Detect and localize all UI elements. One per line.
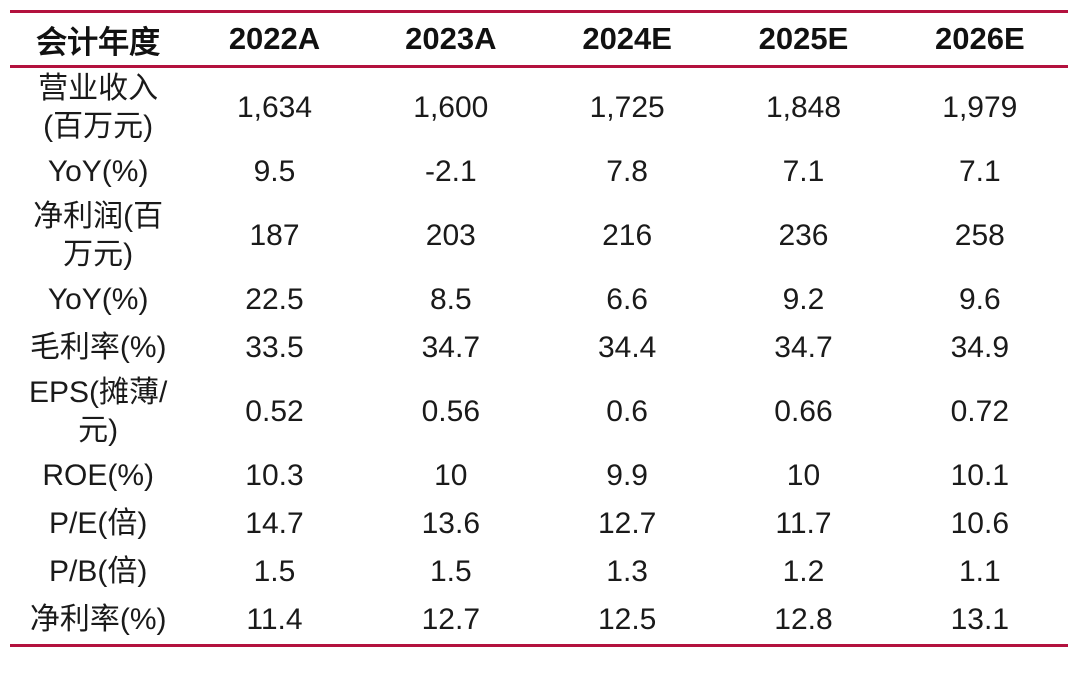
row-label: ROE(%) [42,459,154,492]
table-cell: 7.8 [606,155,648,188]
table-cell: 13.1 [891,596,1068,647]
row-label: 营业收入 (百万元) [38,72,159,143]
table-cell: 10 [434,459,468,492]
table-cell: 236 [778,219,829,252]
table-cell: 34.9 [950,331,1010,364]
table-row-gross-margin: 毛利率(%) 33.5 34.7 34.4 34.7 34.9 [10,324,1068,372]
table-cell: 9.9 [606,459,648,492]
row-label: P/B(倍) [48,555,148,588]
table-cell: 0.56 [421,395,481,428]
column-header-2025e: 2025E [715,10,892,68]
financial-forecast-table-container: 会计年度 2022A 2023A 2024E 2025E 2026E 营业收入(… [10,10,1068,647]
table-cell: 12.7 [597,507,657,540]
table-body: 营业收入 (百万元) 1,634 1,600 1,725 1,848 1,979 … [10,67,1068,647]
table-cell: 1,848 [765,91,842,124]
table-cell: 12.7 [362,596,539,647]
column-header-2022a: 2022A [186,10,363,68]
table-cell: 34.4 [597,331,657,364]
table-cell: 10.1 [950,459,1010,492]
column-header-2023a: 2023A [362,10,539,68]
table-cell: 10 [786,459,821,492]
table-cell: 9.5 [253,155,296,188]
table-row-roe: ROE(%) 10.3 10 9.9 10 10.1 [10,452,1068,500]
table-cell: 11.4 [186,596,363,647]
table-cell: 10.3 [245,459,304,492]
table-cell: 11.7 [775,507,832,540]
table-cell: 1,634 [236,91,313,124]
table-cell: 33.5 [245,331,304,364]
table-cell: 1.5 [253,555,296,588]
table-cell: 8.5 [429,283,472,316]
row-label: 净利率(%) [10,596,187,647]
row-label: YoY(%) [47,155,149,188]
table-cell: 1,725 [589,91,665,124]
table-cell: 7.1 [958,155,1001,188]
table-cell: 1.3 [606,555,648,588]
table-cell: 14.7 [245,507,304,540]
table-cell: 0.66 [774,395,833,428]
table-row-net-margin: 净利率(%) 11.4 12.7 12.5 12.8 13.1 [10,596,1068,647]
table-row-eps: EPS(摊薄/元) 0.52 0.56 0.6 0.66 0.72 [10,372,1068,452]
row-label: EPS(摊薄/元) [28,376,168,447]
table-cell: 187 [249,219,300,252]
table-cell: 203 [425,219,476,252]
column-header-2026e: 2026E [891,10,1068,68]
table-row-net-profit: 净利润(百 万元) 187 203 216 236 258 [10,196,1068,276]
table-cell: 9.6 [958,283,1001,316]
table-cell: 10.6 [950,507,1010,540]
table-cell: 7.1 [782,155,825,188]
table-cell: 1.5 [429,555,472,588]
table-cell: 12.5 [538,596,716,647]
table-cell: 0.52 [245,395,304,428]
table-cell: 22.5 [245,283,304,316]
table-row-revenue-yoy: YoY(%) 9.5 -2.1 7.8 7.1 7.1 [10,148,1068,196]
table-cell: 1,979 [942,91,1018,124]
financial-forecast-table: 会计年度 2022A 2023A 2024E 2025E 2026E 营业收入(… [10,10,1068,647]
table-cell: 13.6 [421,507,481,540]
table-row-net-profit-yoy: YoY(%) 22.5 8.5 6.6 9.2 9.6 [10,276,1068,324]
table-cell: 0.72 [950,395,1010,428]
table-cell: 34.7 [421,331,481,364]
header-row: 会计年度 2022A 2023A 2024E 2025E 2026E [10,10,1068,68]
table-cell: 258 [954,219,1005,252]
table-cell: 1,600 [413,91,489,124]
table-cell: -2.1 [424,155,477,188]
table-cell: 6.6 [606,283,648,316]
column-header-fiscal-year: 会计年度 [10,10,187,68]
table-header: 会计年度 2022A 2023A 2024E 2025E 2026E [10,10,1068,68]
row-label: 净利润(百 万元) [33,200,164,271]
table-row-revenue: 营业收入 (百万元) 1,634 1,600 1,725 1,848 1,979 [10,67,1068,149]
table-cell: 1.1 [958,555,1001,588]
table-cell: 9.2 [782,283,825,316]
table-cell: 216 [602,219,653,252]
table-cell: 0.6 [606,395,648,428]
row-label: P/E(倍) [48,507,148,540]
table-row-pb: P/B(倍) 1.5 1.5 1.3 1.2 1.1 [10,548,1068,596]
table-cell: 34.7 [774,331,833,364]
table-cell: 1.2 [782,555,825,588]
column-header-2024e: 2024E [538,10,716,68]
table-row-pe: P/E(倍) 14.7 13.6 12.7 11.7 10.6 [10,500,1068,548]
table-cell: 12.8 [715,596,892,647]
row-label: YoY(%) [47,283,149,316]
row-label: 毛利率(%) [29,331,167,364]
